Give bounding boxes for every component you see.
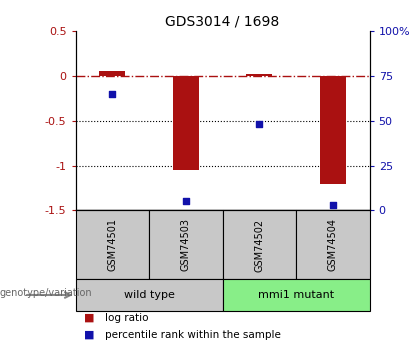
- Bar: [247, 74, 272, 76]
- Text: mmi1 mutant: mmi1 mutant: [258, 290, 334, 300]
- Point: [109, 91, 116, 97]
- Text: percentile rank within the sample: percentile rank within the sample: [105, 330, 281, 340]
- Point: [330, 202, 336, 208]
- Title: GDS3014 / 1698: GDS3014 / 1698: [165, 14, 280, 29]
- Bar: [149, 210, 223, 279]
- Text: ■: ■: [84, 330, 94, 340]
- Text: GSM74503: GSM74503: [181, 218, 191, 272]
- Bar: [76, 279, 223, 311]
- Text: GSM74502: GSM74502: [255, 218, 264, 272]
- Bar: [320, 76, 346, 184]
- Point: [256, 121, 263, 127]
- Text: log ratio: log ratio: [105, 313, 149, 323]
- Bar: [100, 71, 125, 76]
- Bar: [223, 279, 370, 311]
- Bar: [76, 210, 149, 279]
- Bar: [223, 210, 296, 279]
- Text: GSM74501: GSM74501: [108, 218, 117, 272]
- Text: ■: ■: [84, 313, 94, 323]
- Text: wild type: wild type: [123, 290, 175, 300]
- Text: genotype/variation: genotype/variation: [0, 288, 93, 298]
- Point: [182, 199, 189, 204]
- Bar: [173, 76, 199, 170]
- Bar: [296, 210, 370, 279]
- Text: GSM74504: GSM74504: [328, 218, 338, 272]
